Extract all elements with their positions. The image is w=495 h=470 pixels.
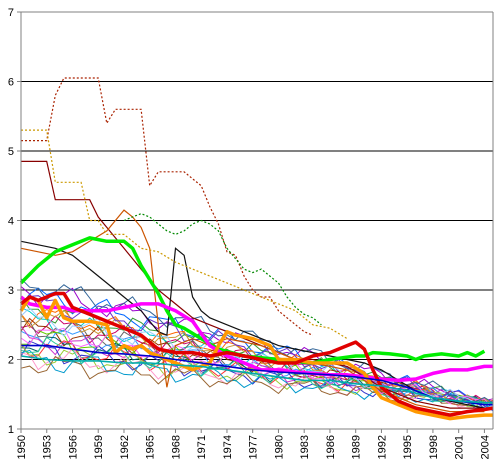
- y-tick-label: 5: [8, 146, 14, 158]
- x-tick-label: 1998: [428, 435, 440, 459]
- x-tick-label: 1974: [222, 435, 234, 459]
- thin-series-line: [20, 355, 494, 407]
- x-tick-label: 1983: [299, 435, 311, 459]
- dotted-series-group: [21, 77, 348, 340]
- highlighted-series-line: [19, 295, 493, 421]
- thin-series-line: [20, 278, 494, 404]
- y-tick-label: 7: [8, 7, 14, 19]
- y-tick-label: 4: [8, 216, 14, 228]
- thin-series-line: [20, 295, 494, 411]
- highlighted-series-group: [19, 236, 494, 421]
- y-tick-label: 6: [8, 77, 14, 89]
- x-tick-label: 1995: [402, 435, 414, 459]
- thin-series-line: [20, 287, 494, 412]
- x-tick-label: 1956: [67, 435, 79, 459]
- highlighted-series-line: [20, 355, 493, 404]
- dotted-series-line: [21, 77, 314, 336]
- x-tick-label: 2004: [479, 435, 491, 459]
- x-tick-label: 1965: [145, 435, 157, 459]
- y-tick-label: 1: [8, 424, 14, 436]
- series-line: [21, 160, 485, 409]
- highlighted-series-line: [19, 291, 494, 417]
- x-tick-label: 1980: [273, 435, 285, 459]
- x-tick-label: 1968: [170, 435, 182, 459]
- x-tick-label: 1989: [351, 435, 363, 459]
- dotted-series-line: [123, 212, 322, 326]
- y-tick-label: 2: [8, 355, 14, 367]
- x-tick-label: 1992: [376, 435, 388, 459]
- axes: [17, 11, 494, 433]
- thin-series-line: [20, 349, 494, 411]
- x-tick-label: 1977: [248, 435, 260, 459]
- x-tick-label: 1959: [93, 435, 105, 459]
- y-tick-labels: 1 2 3 4 5 6 7: [8, 7, 14, 436]
- x-tick-label: 1962: [119, 435, 131, 459]
- y-tick-label: 3: [8, 285, 14, 297]
- thin-series-line: [20, 315, 494, 404]
- x-tick-label: 1950: [16, 435, 28, 459]
- x-tick-label: 1953: [42, 435, 54, 459]
- x-tick-labels: 1950 1953 1956 1959 1962 1965 1968 1971 1974 1977…: [16, 435, 491, 459]
- x-tick-label: 1986: [325, 435, 337, 459]
- series-line: [20, 209, 485, 413]
- dotted-series-line: [21, 129, 348, 340]
- highlighted-series-line: [19, 295, 493, 383]
- x-tick-label: 1971: [196, 435, 208, 459]
- x-tick-label: 2001: [454, 435, 466, 459]
